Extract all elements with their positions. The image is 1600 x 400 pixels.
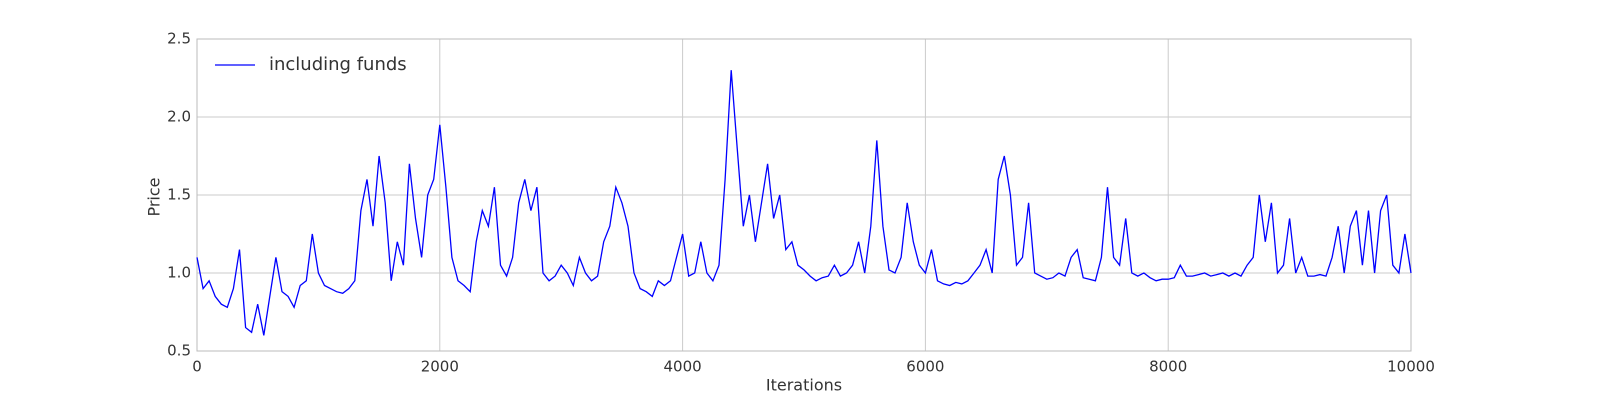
y-axis-label: Price <box>145 177 164 216</box>
legend-label: including funds <box>269 54 407 75</box>
x-tick-label: 0 <box>192 358 202 376</box>
y-tick-label: 1.0 <box>167 264 191 282</box>
x-tick-label: 8000 <box>1149 358 1187 376</box>
x-axis-label: Iterations <box>766 376 842 395</box>
x-tick-label: 2000 <box>421 358 459 376</box>
y-tick-label: 0.5 <box>167 342 191 360</box>
x-tick-label: 4000 <box>664 358 702 376</box>
y-tick-label: 2.0 <box>167 108 191 126</box>
plot-frame <box>196 38 1412 352</box>
x-tick-label: 6000 <box>906 358 944 376</box>
y-tick-label: 2.5 <box>167 30 191 48</box>
y-tick-label: 1.5 <box>167 186 191 204</box>
data-line <box>196 70 1412 336</box>
x-tick-label: 10000 <box>1387 358 1435 376</box>
